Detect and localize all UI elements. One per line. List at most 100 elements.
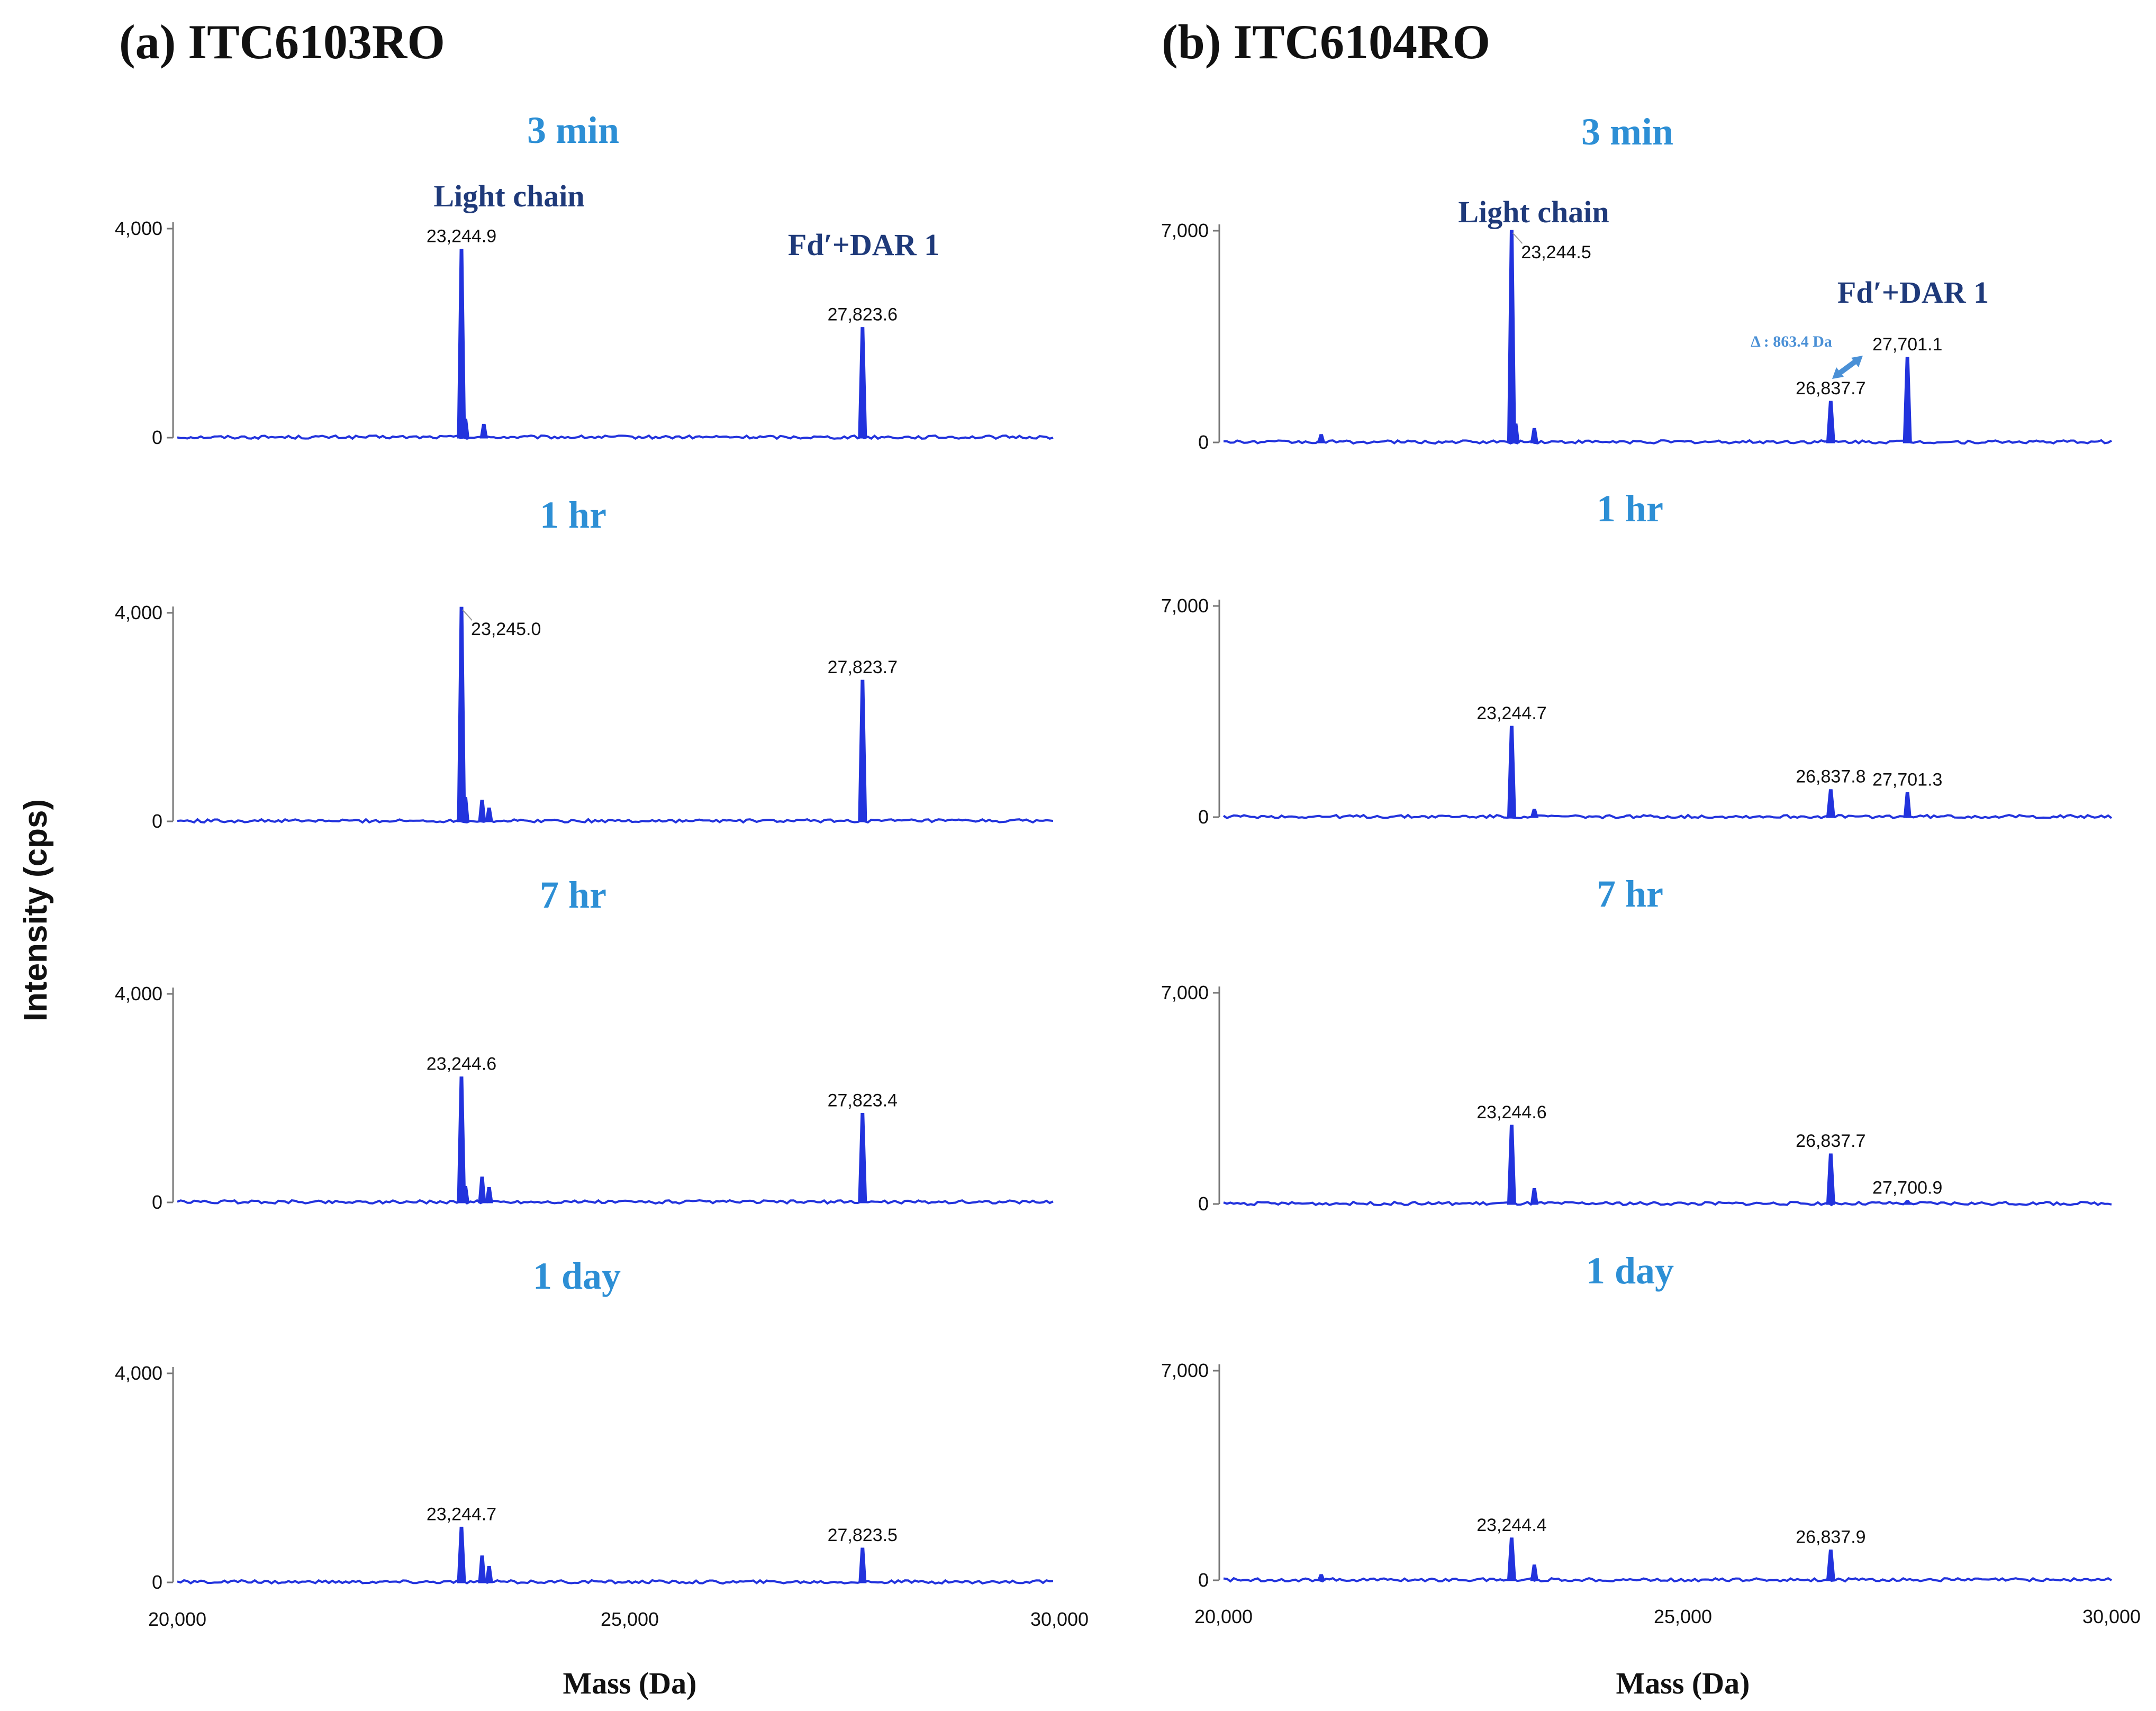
y-tick-zero: 0 bbox=[1198, 1569, 1209, 1591]
y-tick-max: 7,000 bbox=[1161, 220, 1209, 241]
y-tick-max: 7,000 bbox=[1161, 1360, 1209, 1381]
spectrum-peak bbox=[1530, 809, 1539, 818]
spectrum-peak bbox=[1530, 1564, 1539, 1581]
spectrum-peak bbox=[485, 1565, 493, 1583]
time-label-b-1day: 1 day bbox=[1586, 1250, 1674, 1292]
spectrum-baseline bbox=[1223, 1200, 2112, 1207]
peak-label: 26,837.7 bbox=[1796, 1131, 1865, 1151]
peak-label: 23,244.5 bbox=[1521, 242, 1591, 262]
x-tick-b-20000: 20,000 bbox=[1194, 1606, 1253, 1627]
time-label-b-1hr: 1 hr bbox=[1597, 487, 1663, 530]
spectrum-baseline bbox=[1223, 439, 2112, 445]
spectrum-plot-1: 4,000 0 23,244.9 27,823.6 bbox=[115, 218, 1054, 448]
spectrum-plot-6: 7,000 0 23,244.7 26,837.8 27,701.3 bbox=[1161, 595, 2113, 828]
peak-label: 27,700.9 bbox=[1872, 1178, 1942, 1198]
spectrum-peak bbox=[457, 1076, 466, 1203]
peak-label: 26,837.8 bbox=[1796, 767, 1865, 787]
y-tick-zero: 0 bbox=[152, 427, 162, 448]
time-label-a-1day: 1 day bbox=[533, 1255, 621, 1297]
y-tick-max: 4,000 bbox=[115, 602, 162, 623]
peak-label: 27,701.3 bbox=[1872, 770, 1942, 790]
x-tick-a-20000: 20,000 bbox=[148, 1608, 206, 1630]
spectrum-peak bbox=[1317, 434, 1326, 443]
fd-dar1-label-b: Fd′+DAR 1 bbox=[1837, 275, 1989, 310]
spectrum-peak bbox=[1511, 423, 1520, 443]
spectrum-baseline bbox=[1222, 813, 2113, 820]
spectrum-peak bbox=[479, 423, 488, 439]
peak-label: 27,823.4 bbox=[828, 1091, 898, 1111]
time-label-a-3min: 3 min bbox=[527, 109, 619, 151]
time-label-a-1hr: 1 hr bbox=[540, 494, 606, 536]
peak-label: 23,244.7 bbox=[1476, 703, 1546, 723]
y-tick-max: 4,000 bbox=[115, 983, 162, 1004]
spectrum-peak bbox=[858, 327, 867, 439]
x-axis-title-a: Mass (Da) bbox=[563, 1666, 697, 1700]
spectrum-plot-4: 4,000 0 23,244.7 27,823.5 bbox=[115, 1362, 1054, 1593]
spectrum-baseline bbox=[1223, 1577, 2113, 1583]
delta-mass-label: Δ : 863.4 Da bbox=[1751, 333, 1832, 350]
spectrum-peak bbox=[858, 1547, 867, 1583]
y-tick-max: 7,000 bbox=[1161, 595, 1209, 617]
spectrum-peak bbox=[457, 249, 466, 439]
spectrum-peak bbox=[478, 1176, 486, 1203]
spectrum-peak bbox=[1530, 428, 1539, 443]
spectrum-peak bbox=[478, 800, 486, 822]
peak-label: 23,244.6 bbox=[1476, 1102, 1546, 1122]
spectrum-peak bbox=[1317, 1574, 1326, 1581]
spectrum-peak bbox=[485, 1187, 493, 1203]
delta-double-arrow-icon bbox=[1832, 356, 1863, 379]
x-tick-a-30000: 30,000 bbox=[1030, 1608, 1089, 1630]
peak-label: 26,837.9 bbox=[1796, 1527, 1865, 1547]
spectrum-peak bbox=[478, 1555, 486, 1583]
spectrum-peak bbox=[1507, 1537, 1517, 1581]
panel-b-title: (b) ITC6104RO bbox=[1162, 15, 1490, 69]
peak-label: 27,701.1 bbox=[1872, 334, 1942, 355]
spectrum-peak bbox=[1826, 1549, 1836, 1581]
spectrum-peak bbox=[1507, 1125, 1516, 1205]
spectrum-peak bbox=[461, 418, 470, 439]
light-chain-label-b: Light chain bbox=[1458, 195, 1609, 229]
spectrum-baseline bbox=[177, 818, 1054, 824]
spectrum-peak bbox=[457, 1526, 466, 1583]
time-label-b-3min: 3 min bbox=[1581, 111, 1673, 153]
spectrum-peak bbox=[1507, 726, 1517, 818]
y-tick-zero: 0 bbox=[1198, 431, 1209, 453]
spectrum-peak bbox=[461, 797, 470, 822]
time-label-a-7hr: 7 hr bbox=[540, 874, 606, 916]
peak-label: 23,244.9 bbox=[427, 227, 496, 247]
peak-label: 27,823.6 bbox=[828, 305, 898, 325]
spectrum-peak bbox=[1903, 357, 1912, 443]
y-tick-zero: 0 bbox=[1198, 806, 1209, 828]
y-tick-zero: 0 bbox=[152, 1191, 162, 1213]
spectrum-peak bbox=[1826, 1153, 1835, 1205]
spectrum-plot-5: 7,000 0 23,244.5 26,837.7 27,701.1 bbox=[1161, 220, 2112, 453]
x-tick-b-25000: 25,000 bbox=[1654, 1606, 1712, 1627]
peak-leader-line bbox=[1512, 232, 1523, 244]
y-tick-max: 4,000 bbox=[115, 1362, 162, 1384]
spectrum-plots: 4,000 0 23,244.9 27,823.6 4,000 0 23,245.0 27,8… bbox=[115, 218, 2113, 1593]
spectrum-plot-7: 7,000 0 23,244.6 26,837.7 27,700.9 bbox=[1161, 982, 2112, 1215]
spectrum-peak bbox=[858, 680, 867, 822]
peak-label: 26,837.7 bbox=[1796, 378, 1865, 399]
spectrum-peak bbox=[457, 606, 466, 822]
x-tick-a-25000: 25,000 bbox=[601, 1608, 659, 1630]
y-tick-max: 7,000 bbox=[1161, 982, 1209, 1003]
spectrum-peak bbox=[1903, 1200, 1913, 1205]
peak-label: 23,244.7 bbox=[427, 1504, 496, 1524]
y-tick-zero: 0 bbox=[152, 1571, 162, 1593]
spectrum-peak bbox=[858, 1113, 867, 1203]
spectrum-plot-2: 4,000 0 23,245.0 27,823.7 bbox=[115, 602, 1054, 832]
spectrum-peak bbox=[1903, 792, 1912, 818]
spectrum-peak bbox=[1826, 401, 1835, 443]
spectrum-baseline bbox=[177, 1199, 1054, 1205]
y-tick-zero: 0 bbox=[1198, 1193, 1209, 1215]
spectrum-baseline bbox=[177, 434, 1054, 440]
spectrum-plot-3: 4,000 0 23,244.6 27,823.4 bbox=[115, 983, 1054, 1213]
peak-label: 27,823.7 bbox=[828, 657, 898, 677]
light-chain-label-a: Light chain bbox=[433, 179, 584, 213]
spectrum-peak bbox=[1530, 1188, 1539, 1205]
x-axis-title-b: Mass (Da) bbox=[1616, 1666, 1750, 1700]
peak-leader-line bbox=[462, 609, 473, 621]
spectrum-peak bbox=[1826, 789, 1836, 818]
